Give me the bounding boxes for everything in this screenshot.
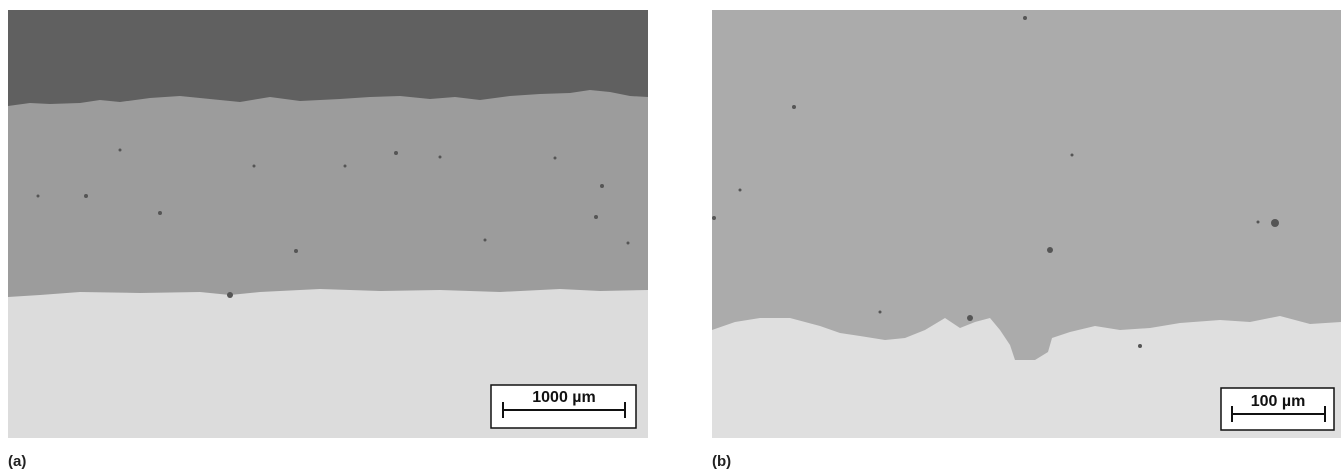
scale-bar-label: 100 µm bbox=[1251, 393, 1306, 410]
figure: 1000 µm (a) 100 µm (b) bbox=[0, 0, 1341, 472]
panel-label: (a) bbox=[8, 453, 26, 470]
mount bbox=[8, 10, 648, 106]
page: 1000 µm (a) 100 µm (b) (() => { const da… bbox=[0, 0, 1341, 472]
panel-label: (b) bbox=[712, 453, 731, 470]
panel-b: 100 µm (b) bbox=[712, 10, 1341, 470]
panel-a: 1000 µm (a) bbox=[8, 10, 648, 470]
coating bbox=[712, 10, 1341, 360]
scale-bar-label: 1000 µm bbox=[532, 389, 595, 406]
